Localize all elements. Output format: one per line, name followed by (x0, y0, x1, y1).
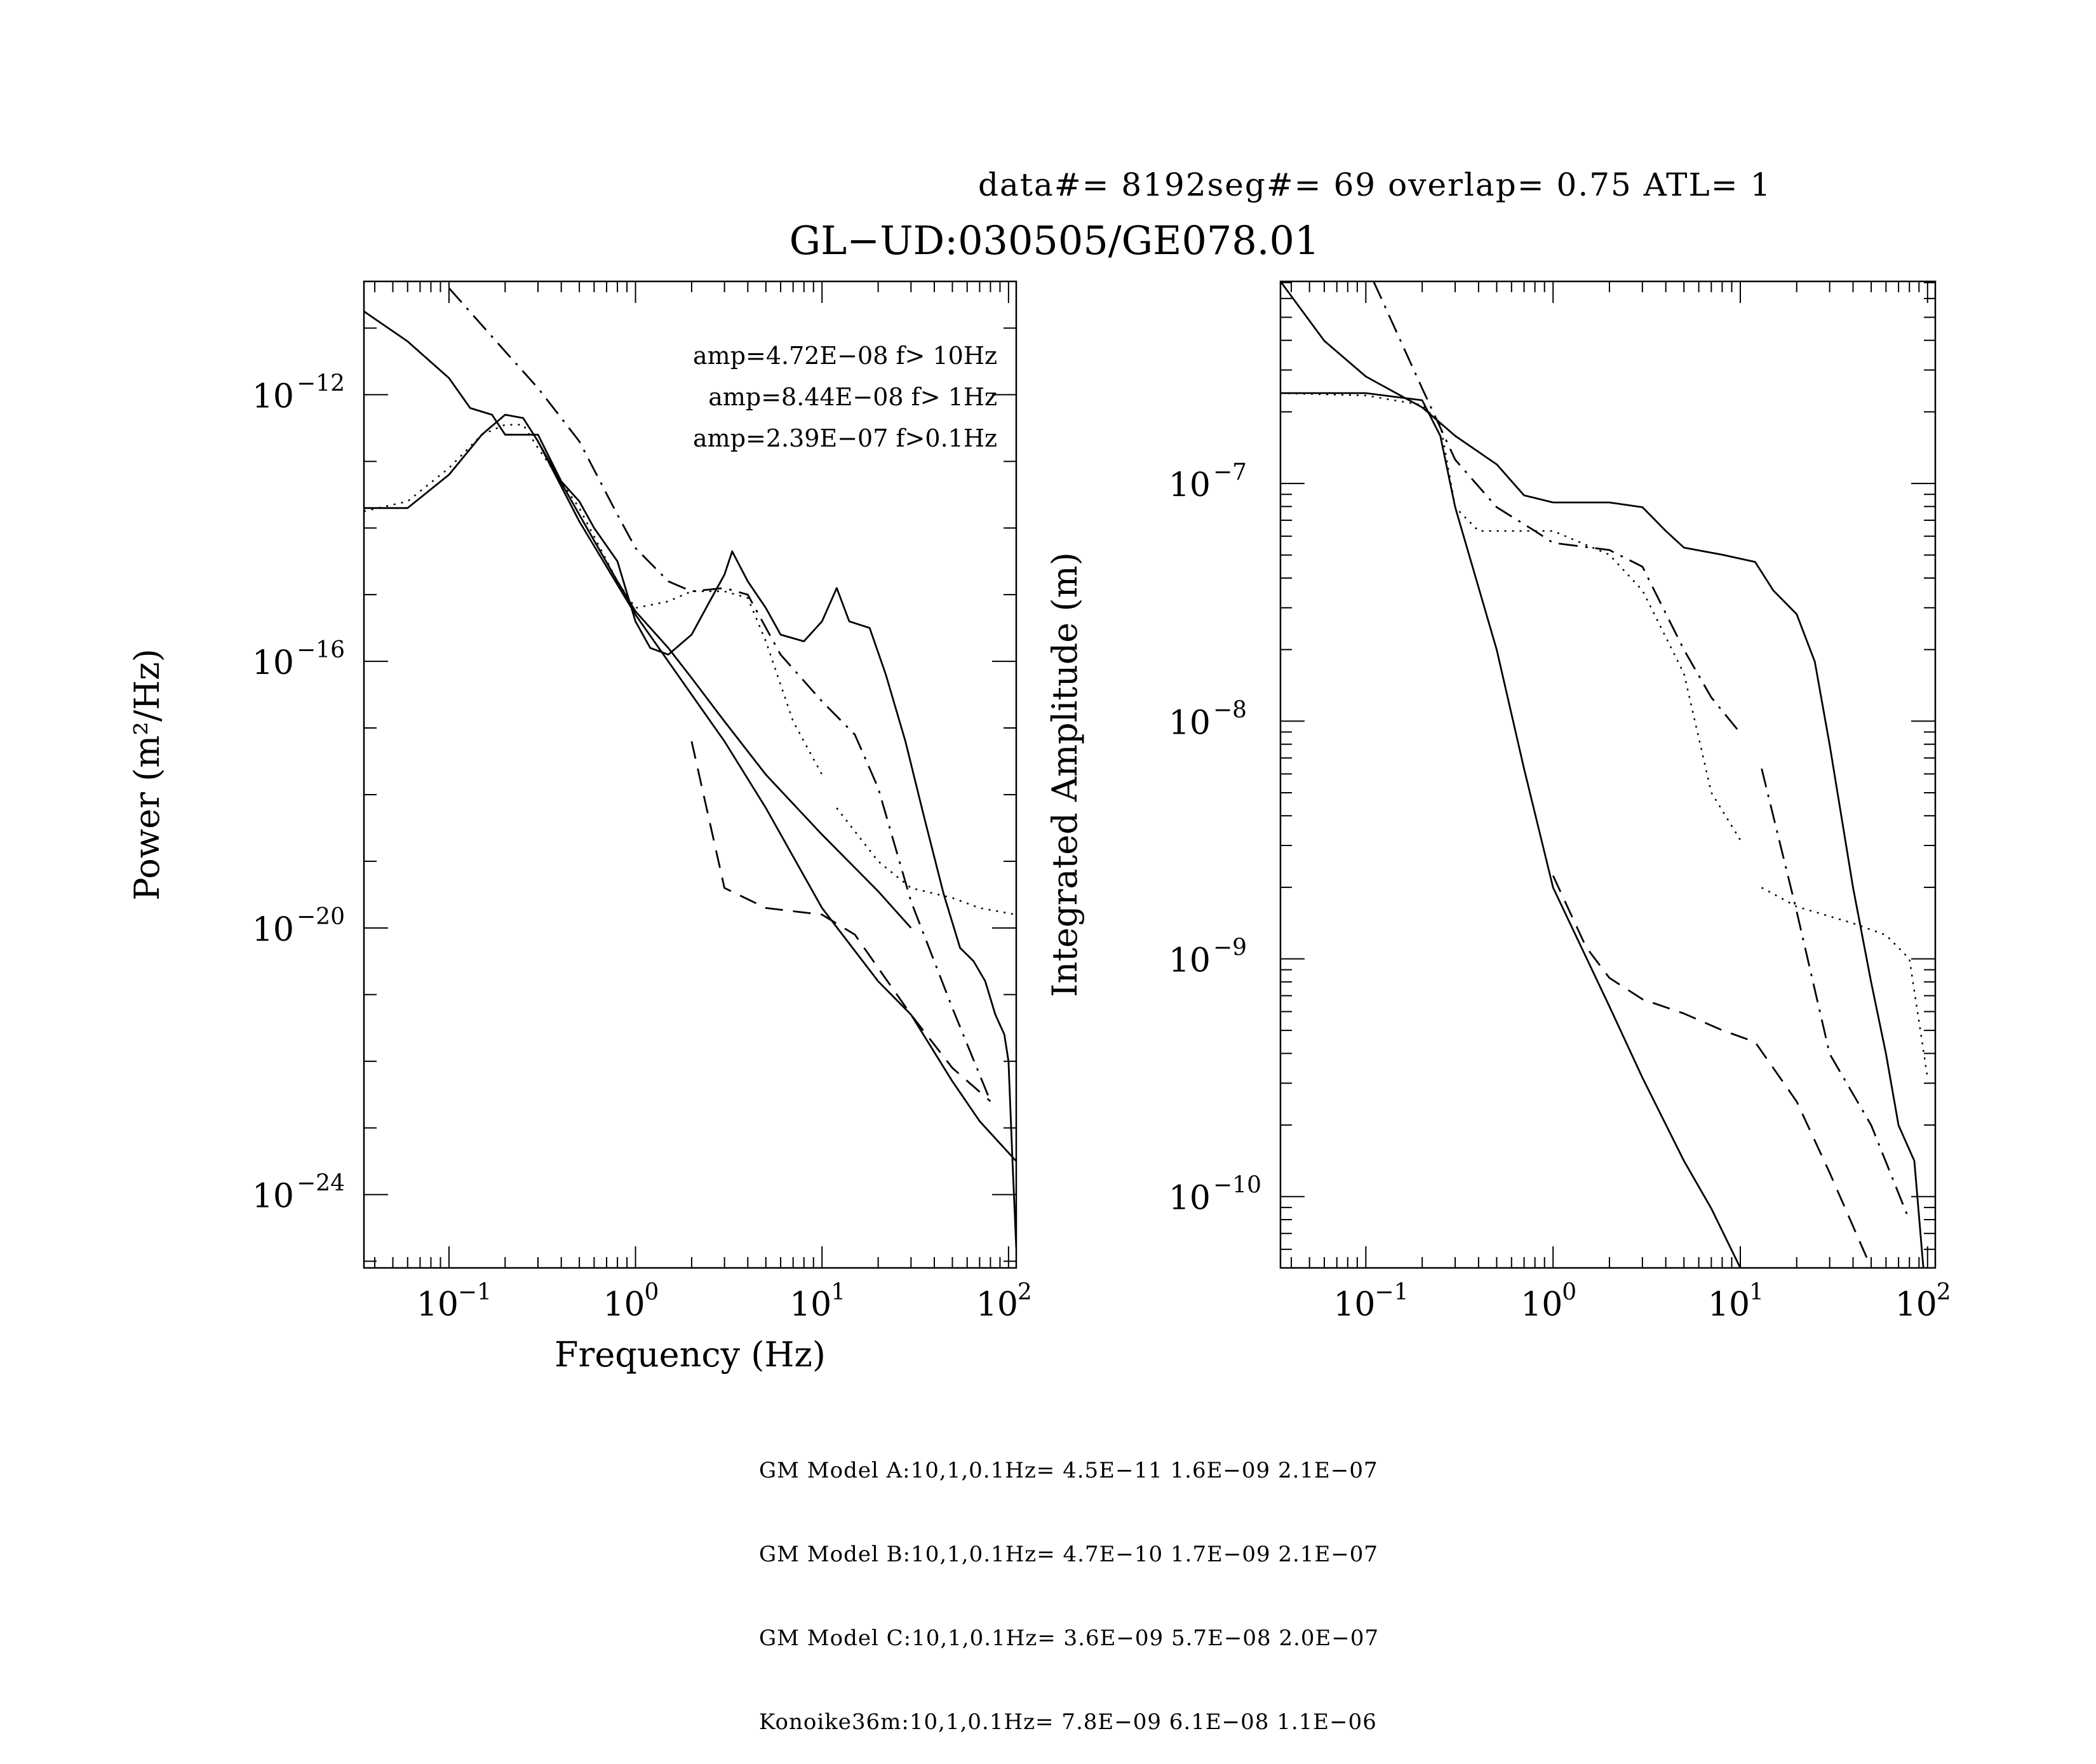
series-line-dashed (1552, 875, 1872, 1268)
model-summary: GM Model A:10,1,0.1Hz= 4.5E−11 1.6E−09 2… (759, 1401, 1379, 1764)
x-tick-label: 10 (1708, 1286, 1750, 1324)
x-tick-label-exponent: 2 (1937, 1279, 1951, 1305)
series-line-dotted (364, 424, 823, 776)
series-line-dotted (1280, 392, 1742, 841)
annotation-text: amp=4.72E−08 f> 10Hz (693, 342, 997, 370)
y-tick-label-exponent: −8 (1213, 697, 1247, 723)
x-tick-label-exponent: 0 (1562, 1279, 1576, 1305)
y-tick-label: 10 (252, 644, 294, 682)
x-tick-label-exponent: −1 (458, 1279, 492, 1305)
x-tick-label: 10 (417, 1286, 459, 1324)
y-tick-label-exponent: −12 (297, 370, 345, 396)
y-tick-label-exponent: −16 (297, 637, 345, 663)
series-line-solid (1280, 281, 1925, 1268)
x-tick-label-exponent: 2 (1018, 1279, 1032, 1305)
x-tick-label: 10 (1333, 1286, 1375, 1324)
x-tick-label-exponent: 1 (831, 1279, 845, 1305)
series-line-dotted (836, 807, 1016, 916)
figure: data#= 8192seg#= 69 overlap= 0.75 ATL= 1… (127, 166, 1951, 1375)
y-tick-label-exponent: −7 (1213, 459, 1247, 485)
series-line-dashdot (1373, 281, 1742, 734)
chart-title: GL−UD:030505/GE078.01 (789, 217, 1320, 264)
y-tick-label: 10 (1169, 466, 1211, 504)
y-tick-label: 10 (252, 377, 294, 415)
run-info-text: data#= 8192seg#= 69 overlap= 0.75 ATL= 1 (978, 166, 1771, 203)
y-tick-label-exponent: −24 (297, 1171, 345, 1197)
x-tick-label: 10 (976, 1286, 1018, 1324)
series-line-solid (537, 441, 1016, 1162)
x-tick-label-exponent: 1 (1749, 1279, 1764, 1305)
model-summary-line: Konoike36m:10,1,0.1Hz= 7.8E−09 6.1E−08 1… (759, 1709, 1377, 1735)
y-tick-label: 10 (252, 1178, 294, 1216)
x-tick-label: 10 (789, 1286, 831, 1324)
y-axis-label: Integrated Amplitude (m) (1045, 552, 1085, 997)
model-summary-line: GM Model A:10,1,0.1Hz= 4.5E−11 1.6E−09 2… (759, 1458, 1378, 1483)
y-tick-label: 10 (252, 911, 294, 949)
y-axis-label: Power (m²/Hz) (127, 649, 167, 901)
series-line-dashdot (1761, 768, 1911, 1221)
y-tick-label-exponent: −10 (1213, 1173, 1261, 1199)
series-line-dotted (1761, 887, 1929, 1078)
plot-frame (363, 280, 1018, 1269)
x-tick-label-exponent: 0 (645, 1279, 659, 1305)
model-summary-line: GM Model B:10,1,0.1Hz= 4.7E−10 1.7E−09 2… (759, 1542, 1379, 1567)
x-tick-label: 10 (603, 1286, 645, 1324)
plot-frame (1279, 280, 1937, 1269)
y-tick-label: 10 (1169, 1180, 1211, 1218)
annotation-text: amp=8.44E−08 f> 1Hz (708, 383, 997, 411)
y-tick-label-exponent: −20 (297, 904, 345, 930)
y-tick-label: 10 (1169, 942, 1211, 980)
x-tick-label: 10 (1895, 1286, 1937, 1324)
y-tick-label: 10 (1169, 704, 1211, 742)
x-tick-label-exponent: −1 (1374, 1279, 1408, 1305)
x-axis-label: Frequency (Hz) (554, 1335, 826, 1375)
series-line-solid (364, 414, 912, 929)
model-summary-line: GM Model C:10,1,0.1Hz= 3.6E−09 5.7E−08 2… (759, 1626, 1380, 1651)
x-tick-label: 10 (1521, 1286, 1562, 1324)
annotation-text: amp=2.39E−07 f>0.1Hz (693, 424, 997, 452)
series-line-solid (1280, 392, 1742, 1268)
series-line-solid (364, 311, 1016, 1248)
y-tick-label-exponent: −9 (1213, 935, 1247, 961)
series-line-dashed (690, 741, 991, 1102)
